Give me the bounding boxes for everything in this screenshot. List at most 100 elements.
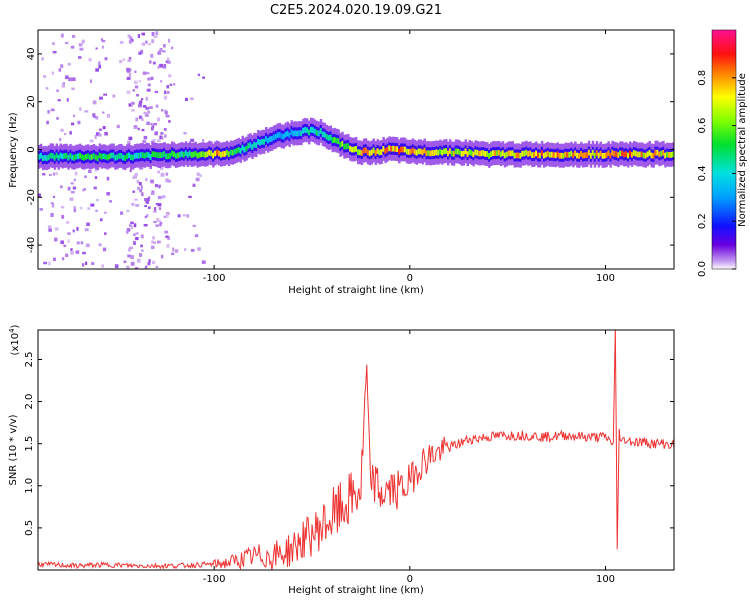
spectrogram-ytick-label: -20 xyxy=(26,189,37,205)
spectrogram-noise-cell xyxy=(149,60,152,64)
spectrogram-xtick-label: 0 xyxy=(407,273,413,284)
spectrogram-ridge-core xyxy=(560,152,563,159)
spectrogram-noise-cell xyxy=(78,43,83,47)
spectrogram-noise-cell xyxy=(141,129,145,132)
spectrogram-noise-cell xyxy=(153,35,158,39)
spectrogram-noise-cell xyxy=(150,192,155,195)
spectrogram-ridge-core xyxy=(513,152,516,159)
spectrogram-ridge-core xyxy=(601,152,604,159)
snr-background xyxy=(38,330,674,570)
spectrogram-noise-cell xyxy=(128,248,131,252)
spectrogram-ridge-core xyxy=(450,150,454,157)
snr-frame xyxy=(37,329,675,571)
spectrogram-noise-cell xyxy=(65,75,69,80)
spectrogram-ridge-core xyxy=(603,152,606,159)
spectrogram-ridge-core xyxy=(141,152,145,158)
spectrogram-noise-cell xyxy=(103,93,108,96)
spectrogram-noise-cell xyxy=(106,113,111,118)
spectrogram-noise-cell xyxy=(169,83,173,86)
spectrogram-noise-cell xyxy=(183,132,187,135)
spectrogram-noise-cell xyxy=(188,195,192,199)
spectrogram-ridge-core xyxy=(229,149,233,156)
spectrogram-noise-cell xyxy=(165,172,169,176)
spectrogram-ridge-core xyxy=(241,144,244,151)
spectrogram-noise-cell xyxy=(43,261,48,265)
spectrogram-noise-cell xyxy=(96,198,99,202)
spectrogram-ridge-core xyxy=(360,150,364,156)
spectrogram-ridge-core xyxy=(245,145,248,152)
spectrogram-ridge-core xyxy=(133,153,137,159)
spectrogram-noise-cell xyxy=(150,76,154,81)
spectrogram-ridge-core xyxy=(372,147,376,154)
spectrogram-noise-cell xyxy=(72,186,77,190)
spectrogram-noise-cell xyxy=(155,202,159,206)
spectrogram-noise-cell xyxy=(133,198,138,201)
spectrogram-ridge-core xyxy=(157,152,160,159)
spectrogram-ridge-core xyxy=(464,148,468,155)
spectrogram-ridge-core xyxy=(443,148,446,155)
spectrogram-noise-cell xyxy=(129,168,132,173)
spectrogram-ridge-core xyxy=(593,152,597,159)
spectrogram-noise-cell xyxy=(90,203,95,207)
spectrogram-noise-cell xyxy=(146,121,150,125)
spectrogram-ridge-core xyxy=(96,155,100,162)
spectrogram-ridge-core xyxy=(623,151,626,158)
spectrogram-ridge-core xyxy=(376,148,379,154)
spectrogram-panel: -100 0 100 -40 -20 0 20 40 Height of straight l… xyxy=(8,29,675,296)
spectrogram-ridge-core xyxy=(102,153,105,160)
spectrogram-noise-cell xyxy=(131,109,135,112)
spectrogram-ridge-core xyxy=(421,149,424,156)
spectrogram-ridge-core xyxy=(253,141,256,148)
spectrogram-noise-cell xyxy=(168,38,171,43)
spectrogram-ridge-core xyxy=(666,151,669,158)
spectrogram-noise-cell xyxy=(82,251,86,255)
spectrogram-ridge-core xyxy=(382,146,385,152)
spectrogram-ridge-core xyxy=(492,150,495,156)
spectrogram-ridge-core xyxy=(165,153,168,160)
spectrogram-ridge-core xyxy=(548,152,552,158)
spectrogram-ridge-core xyxy=(486,151,489,157)
spectrogram-ridge-core xyxy=(83,154,86,161)
spectrogram-noise-cell xyxy=(174,249,179,253)
spectrogram-ridge-core xyxy=(368,150,372,157)
snr-ytick-label: 2.5 xyxy=(24,352,35,368)
spectrogram-ridge-core xyxy=(634,150,638,157)
spectrogram-noise-cell xyxy=(184,248,187,252)
spectrogram-noise-cell xyxy=(151,245,155,250)
spectrogram-noise-cell xyxy=(73,114,76,118)
spectrogram-noise-cell xyxy=(131,202,135,206)
spectrogram-noise-cell xyxy=(63,244,67,247)
spectrogram-ridge-core xyxy=(351,146,354,153)
snr-ylabel: SNR (10 * v/v) xyxy=(8,414,19,485)
spectrogram-ridge-core xyxy=(431,150,434,156)
spectrogram-ridge-core xyxy=(306,127,309,134)
spectrogram-noise-cell xyxy=(167,91,170,94)
spectrogram-noise-cell xyxy=(97,61,101,66)
spectrogram-noise-cell xyxy=(70,251,74,255)
spectrogram-ridge-core xyxy=(478,150,481,157)
spectrogram-noise-cell xyxy=(160,221,163,224)
spectrogram-noise-cell xyxy=(97,133,102,137)
spectrogram-noise-cell xyxy=(129,224,132,227)
spectrogram-noise-cell xyxy=(150,53,154,58)
spectrogram-ridge-core xyxy=(599,150,603,157)
spectrogram-noise-cell xyxy=(120,211,124,215)
spectrogram-noise-cell xyxy=(147,43,151,46)
spectrogram-ridge-core xyxy=(523,150,526,157)
spectrogram-ridge-core xyxy=(231,149,235,156)
spectrogram-noise-cell xyxy=(141,42,146,46)
spectrogram-ridge-core xyxy=(417,148,421,155)
spectrogram-ridge-core xyxy=(390,146,393,152)
spectrogram-ridge-core xyxy=(118,153,121,159)
spectrogram-noise-cell xyxy=(76,226,79,231)
spectrogram-noise-cell xyxy=(106,176,110,181)
spectrogram-noise-cell xyxy=(84,175,87,179)
spectrogram-noise-cell xyxy=(50,202,54,205)
spectrogram-ridge-core xyxy=(237,146,241,153)
spectrogram-ridge-core xyxy=(497,149,501,156)
spectrogram-noise-cell xyxy=(147,196,151,199)
spectrogram-noise-cell xyxy=(73,178,76,182)
spectrogram-noise-cell xyxy=(70,191,75,194)
spectrogram-noise-cell xyxy=(84,228,89,232)
spectrogram-noise-cell xyxy=(71,122,75,126)
